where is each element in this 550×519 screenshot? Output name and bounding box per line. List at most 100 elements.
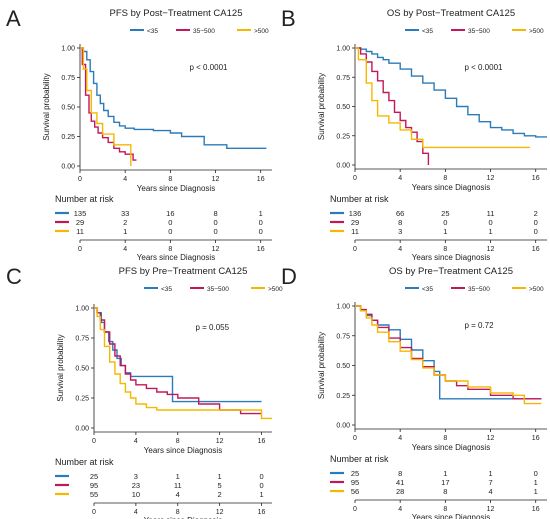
risk-count: 11 xyxy=(174,481,182,490)
risk-x-tick-label: 16 xyxy=(532,246,540,253)
risk-count: 8 xyxy=(213,209,217,218)
risk-count: 0 xyxy=(443,218,447,227)
risk-count: 25 xyxy=(441,209,449,218)
y-tick-label: 0.75 xyxy=(75,336,89,343)
risk-count: 23 xyxy=(132,481,140,490)
risk-count: 1 xyxy=(259,209,263,218)
chart-title: PFS by Pre−Treatment CA125 xyxy=(119,266,248,277)
y-tick-label: 0.00 xyxy=(75,426,89,433)
risk-x-tick-label: 8 xyxy=(443,506,447,513)
risk-x-tick-label: 0 xyxy=(353,506,357,513)
y-tick-label: 1.00 xyxy=(336,304,350,311)
legend-entry: >500 xyxy=(268,286,283,293)
survival-curve xyxy=(80,47,267,149)
risk-x-tick-label: 16 xyxy=(258,509,266,516)
chart-title: OS by Post−Treatment CA125 xyxy=(387,8,515,19)
risk-count: 8 xyxy=(443,487,447,496)
risk-count: 28 xyxy=(396,487,404,496)
risk-count: 25 xyxy=(90,472,98,481)
risk-x-axis-label: Years since Diagnosis xyxy=(412,253,490,262)
legend-entry: >500 xyxy=(529,28,544,35)
risk-count: 1 xyxy=(534,487,538,496)
risk-x-tick-label: 0 xyxy=(353,246,357,253)
risk-count: 1 xyxy=(443,469,447,478)
risk-count: 33 xyxy=(121,209,129,218)
panel-c: C PFS by Pre−Treatment CA125 <35 35−500 >500… xyxy=(6,264,283,519)
legend-entry: 35−500 xyxy=(468,286,490,293)
x-tick-label: 12 xyxy=(487,175,495,182)
survival-curve xyxy=(355,47,547,138)
panel-d: D OS by Pre−Treatment CA125 <35 35−500 >500 0… xyxy=(281,264,547,519)
y-tick-label: 0.50 xyxy=(336,363,350,370)
survival-curve xyxy=(80,47,137,161)
survival-curve xyxy=(80,47,132,166)
x-tick-label: 16 xyxy=(257,176,265,183)
risk-x-tick-label: 16 xyxy=(257,246,265,253)
risk-count: 0 xyxy=(259,218,263,227)
risk-count: 1 xyxy=(488,469,492,478)
risk-table-title: Number at risk xyxy=(55,457,114,467)
risk-count: 66 xyxy=(396,209,404,218)
p-value: p = 0.72 xyxy=(464,321,494,330)
panel-b: B OS by Post−Treatment CA125 <35 35−500 >500… xyxy=(281,6,547,262)
risk-x-tick-label: 12 xyxy=(212,246,220,253)
risk-count: 4 xyxy=(176,490,180,499)
risk-count: 8 xyxy=(398,218,402,227)
risk-x-tick-label: 4 xyxy=(123,246,127,253)
x-tick-label: 8 xyxy=(443,435,447,442)
y-tick-label: 0.25 xyxy=(61,134,75,141)
survival-curve xyxy=(94,307,262,415)
y-tick-label: 0.00 xyxy=(336,423,350,430)
chart-title: PFS by Post−Treatment CA125 xyxy=(110,8,243,19)
risk-table-title: Number at risk xyxy=(55,194,114,204)
y-axis-label: Survival probability xyxy=(42,73,51,140)
risk-count: 3 xyxy=(398,227,402,236)
x-axis-label: Years since Diagnosis xyxy=(137,184,215,193)
p-value: p < 0.0001 xyxy=(189,63,228,72)
risk-x-tick-label: 4 xyxy=(134,509,138,516)
risk-count: 1 xyxy=(259,490,263,499)
x-axis-label: Years since Diagnosis xyxy=(412,183,490,192)
x-tick-label: 4 xyxy=(123,176,127,183)
risk-x-axis-label: Years since Diagnosis xyxy=(412,513,490,519)
x-axis-label: Years since Diagnosis xyxy=(412,443,490,452)
y-tick-label: 0.25 xyxy=(336,133,350,140)
survival-curve xyxy=(355,305,542,405)
axes: 0.00 0.25 0.50 0.75 1.00 0 4 8 12 16 Years since D… xyxy=(42,44,272,193)
y-tick-label: 1.00 xyxy=(75,306,89,313)
risk-count: 2 xyxy=(123,218,127,227)
risk-count: 0 xyxy=(259,481,263,490)
x-tick-label: 4 xyxy=(398,175,402,182)
x-tick-label: 12 xyxy=(216,438,224,445)
risk-x-tick-label: 12 xyxy=(216,509,224,516)
risk-count: 0 xyxy=(168,227,172,236)
panel-letter: B xyxy=(281,6,296,31)
risk-count: 3 xyxy=(134,472,138,481)
risk-count: 0 xyxy=(259,472,263,481)
risk-count: 5 xyxy=(218,481,222,490)
y-axis-label: Survival probability xyxy=(56,334,65,401)
risk-count: 1 xyxy=(534,478,538,487)
legend-entry: <35 xyxy=(422,28,433,35)
risk-count: 11 xyxy=(351,227,359,236)
y-tick-label: 0.00 xyxy=(336,163,350,170)
y-tick-label: 0.00 xyxy=(61,164,75,171)
risk-count: 1 xyxy=(123,227,127,236)
x-tick-label: 0 xyxy=(353,435,357,442)
y-tick-label: 0.75 xyxy=(336,75,350,82)
risk-x-tick-label: 8 xyxy=(168,246,172,253)
risk-count: 0 xyxy=(213,227,217,236)
risk-count: 0 xyxy=(534,227,538,236)
legend-entry: 35−500 xyxy=(207,286,229,293)
risk-count: 11 xyxy=(76,227,84,236)
legend-entry: >500 xyxy=(529,286,544,293)
risk-count: 0 xyxy=(259,227,263,236)
risk-count: 4 xyxy=(488,487,492,496)
panel-letter: A xyxy=(6,6,21,31)
legend-entry: 35−500 xyxy=(468,28,490,35)
risk-count: 16 xyxy=(166,209,174,218)
risk-count: 17 xyxy=(441,478,449,487)
